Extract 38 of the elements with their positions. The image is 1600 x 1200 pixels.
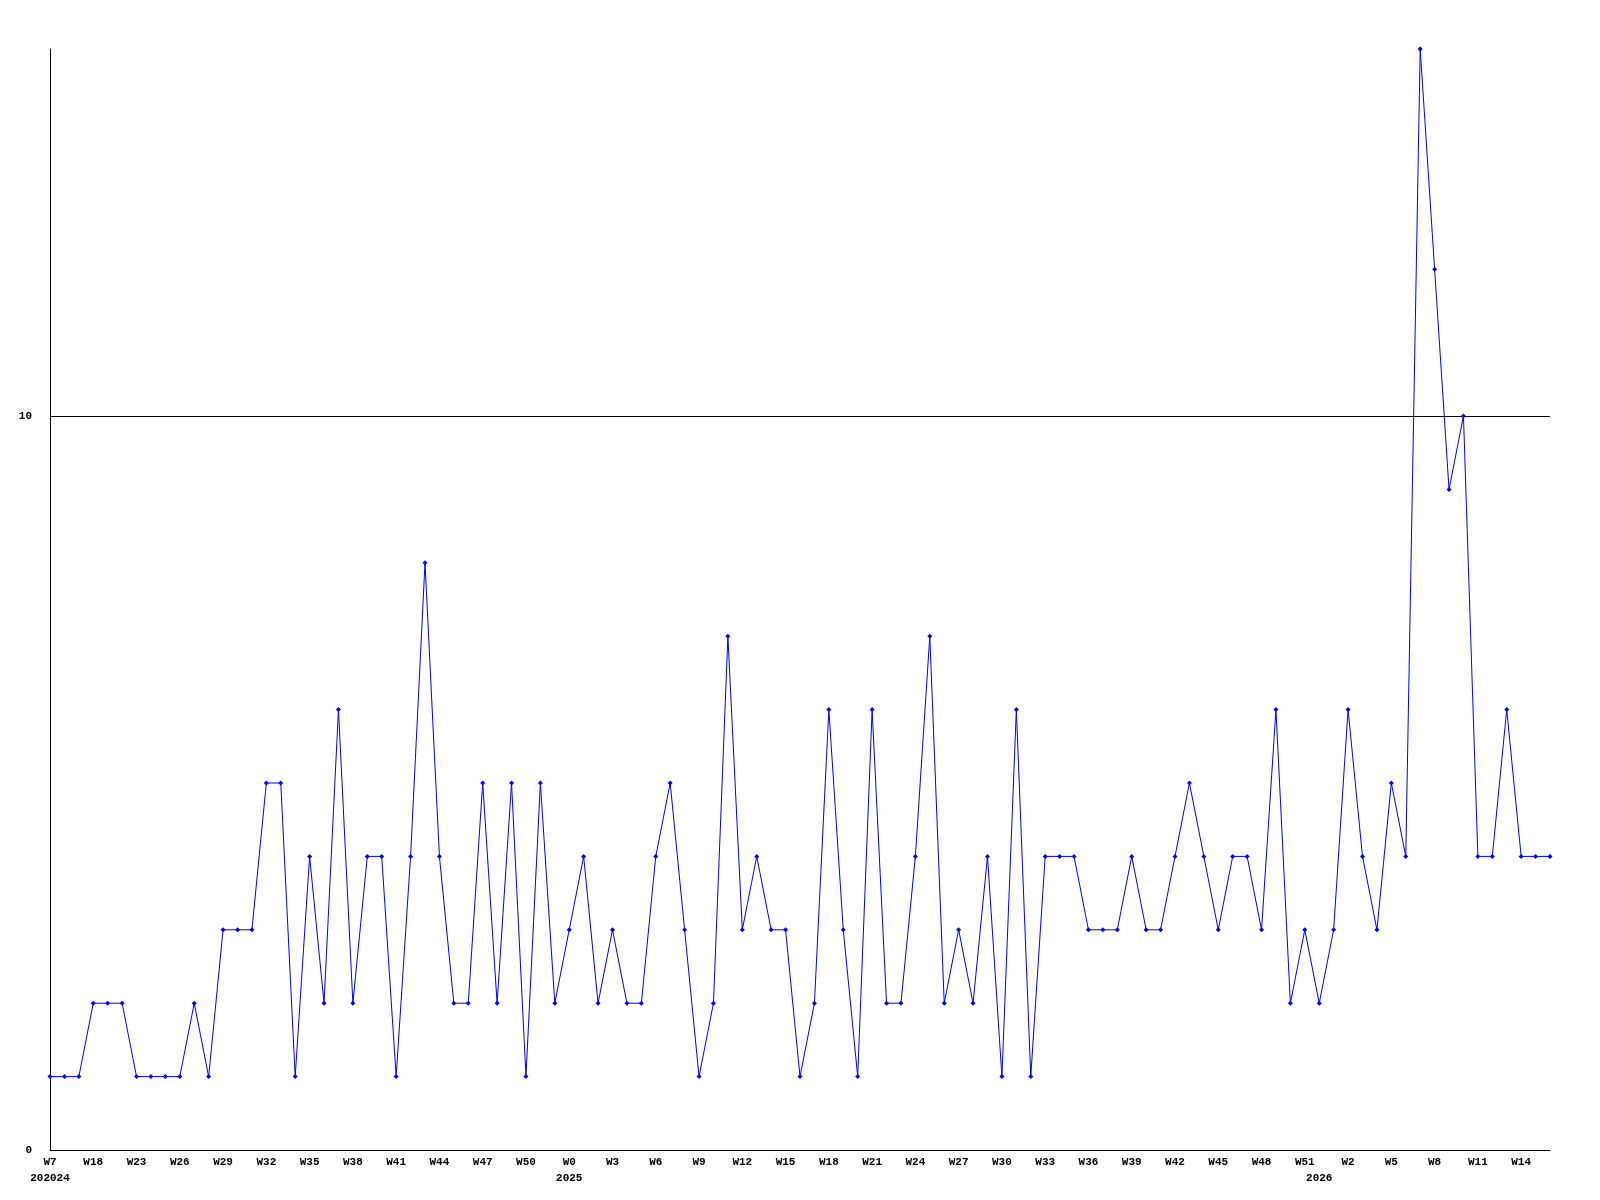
x-tick-label: W9 [692,1156,706,1168]
x-tick-label: W21 [862,1156,883,1168]
x-tick-label: W33 [1035,1156,1056,1168]
x-tick-label: W15 [775,1156,796,1168]
x-tick-label: W8 [1428,1156,1442,1168]
x-tick-label: W50 [516,1156,536,1168]
x-tick-label: W12 [732,1156,753,1168]
x-tick-label: W44 [429,1156,450,1168]
x-tick-label: W6 [649,1156,663,1168]
x-tick-label: W26 [169,1156,190,1168]
x-tick-label: W39 [1121,1156,1142,1168]
x-tick-label: W18 [83,1156,104,1168]
x-tick-label: W47 [472,1156,493,1168]
x-tick-label: W38 [342,1156,364,1168]
x-tick-label: W48 [1251,1156,1272,1168]
x-tick-label: W2 [1341,1156,1355,1168]
y-tick-label: 10 [18,410,32,422]
x-tick-label: W51 [1294,1156,1316,1168]
x-tick-label: W45 [1208,1156,1229,1168]
x-tick-label: 2026 [1306,1172,1333,1184]
x-tick-label: W11 [1467,1156,1489,1168]
x-tick-label: W18 [818,1156,840,1168]
x-tick-label: W29 [213,1156,233,1168]
x-tick-label: W7 202024 [30,1156,71,1184]
x-tick-label: W14 [1511,1156,1532,1168]
x-tick-label: W23 [126,1156,147,1168]
x-tick-label: W32 [256,1156,277,1168]
x-tick-label: W3 [605,1156,620,1168]
x-tick-label: W30 [992,1156,1012,1168]
x-tick-label: W5 [1384,1156,1399,1168]
x-tick-label: W24 [905,1156,926,1168]
x-tick-label: W42 [1165,1156,1185,1168]
x-tick-label: W41 [386,1156,407,1168]
x-tick-label: W36 [1078,1156,1099,1168]
x-tick-label: W35 [299,1156,320,1168]
x-tick-label: W0 2025 [556,1156,583,1184]
y-tick-label: 0 [25,1144,32,1156]
x-tick-label: W27 [948,1156,969,1168]
